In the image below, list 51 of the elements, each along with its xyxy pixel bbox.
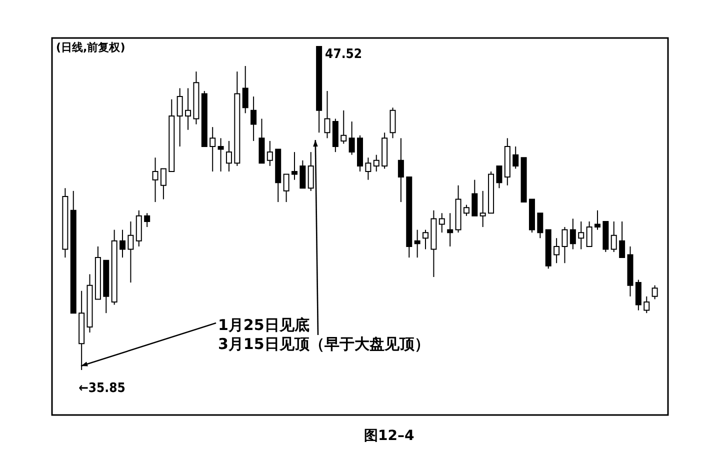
candlestick	[438, 212, 445, 234]
candlestick	[422, 229, 429, 250]
candlestick	[242, 65, 248, 114]
candlestick	[537, 212, 544, 239]
candlestick	[472, 179, 478, 216]
candlestick	[300, 160, 306, 189]
candlestick	[185, 88, 192, 130]
candlestick	[340, 110, 347, 144]
candlestick	[594, 210, 600, 230]
candlestick	[266, 140, 273, 166]
candlestick	[365, 157, 372, 180]
candlestick	[152, 157, 158, 203]
candlestick	[635, 279, 642, 311]
candlestick	[373, 154, 380, 172]
candlestick	[570, 218, 576, 250]
candlestick	[447, 212, 454, 247]
annotation: 1月25日见底	[218, 316, 310, 334]
annotation: 47.52	[325, 47, 362, 62]
candlestick	[480, 190, 486, 228]
candlestick	[250, 96, 257, 142]
candlestick	[496, 165, 502, 189]
candlestick	[291, 152, 298, 180]
candlestick	[463, 204, 470, 216]
annotation: 3月15日见顶（早于大盘见顶）	[218, 335, 430, 353]
candlestick	[578, 220, 584, 250]
candlestick	[283, 174, 290, 203]
candlestick	[554, 238, 560, 264]
candlestick	[128, 220, 134, 284]
candlestick	[619, 220, 626, 258]
chart-title: (日线,前复权)	[56, 41, 126, 54]
candlestick	[586, 220, 592, 247]
candlestick	[144, 212, 150, 228]
candlestick	[120, 229, 126, 258]
candlestick	[176, 88, 183, 148]
candlestick	[610, 220, 617, 253]
candlestick	[160, 168, 166, 200]
candlestick	[308, 152, 314, 192]
candlestick	[210, 126, 216, 172]
candlestick	[324, 90, 330, 139]
caption: 图12–4	[364, 428, 414, 444]
candlestick	[652, 284, 658, 300]
text: ←35.85	[78, 381, 126, 396]
candlestick	[644, 296, 650, 314]
candlestick	[348, 121, 355, 156]
candlestick	[390, 107, 396, 139]
candlestick	[398, 138, 404, 203]
candlestick	[512, 146, 519, 170]
candlestick	[414, 229, 420, 258]
candlestick	[218, 138, 224, 172]
candlestick	[562, 226, 568, 264]
candlestick	[226, 140, 232, 172]
